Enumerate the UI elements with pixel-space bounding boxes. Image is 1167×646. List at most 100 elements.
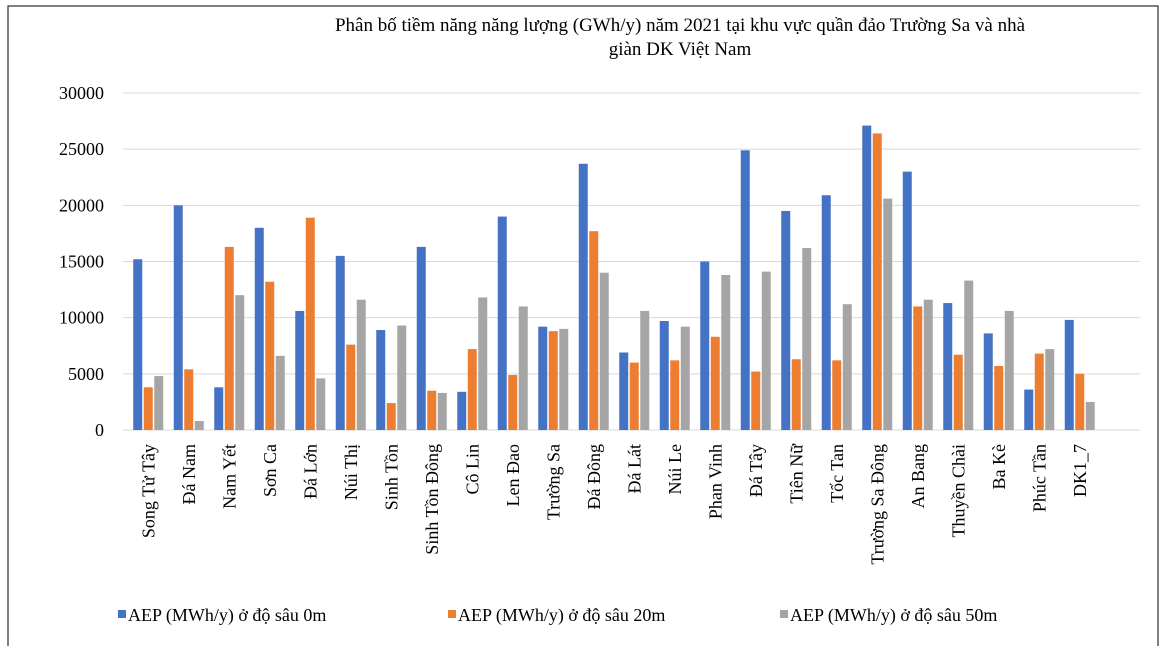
x-tick-label: Đá Lát (624, 444, 644, 493)
bar (316, 378, 326, 430)
bar (710, 336, 720, 430)
bar (589, 231, 599, 430)
x-tick-label: Tốc Tan (827, 444, 847, 503)
bar (427, 390, 437, 430)
x-tick-label: Song Tử Tây (138, 444, 158, 538)
bar (740, 150, 750, 431)
bar (842, 304, 852, 430)
x-tick-label: Phúc Tần (1029, 444, 1049, 512)
bar (883, 198, 893, 430)
bar (721, 274, 731, 430)
x-tick-label: Đá Nam (179, 444, 199, 504)
bar (143, 387, 153, 430)
y-tick-label: 15000 (59, 252, 104, 272)
x-tick-label: Trường Sa (543, 444, 563, 520)
bar (1024, 389, 1034, 430)
legend-marker (780, 610, 788, 618)
bar (640, 310, 650, 430)
bar (1075, 373, 1085, 430)
bar (457, 391, 467, 430)
bar (1034, 353, 1044, 430)
bar (518, 306, 528, 430)
legend-label: AEP (MWh/y) ở độ sâu 50m (790, 605, 997, 626)
bar (416, 246, 426, 430)
bar (791, 359, 801, 430)
x-tick-label: Thuyền Chài (948, 444, 968, 537)
x-tick-label: Đá Đông (584, 444, 604, 510)
bar (295, 310, 305, 430)
bar (335, 255, 345, 430)
bar (184, 369, 194, 430)
bar (761, 271, 771, 430)
legend-label: AEP (MWh/y) ở độ sâu 20m (458, 605, 665, 626)
bar (467, 349, 477, 430)
bar (659, 321, 669, 430)
bar (538, 326, 548, 430)
bar (943, 303, 953, 430)
bar (902, 171, 912, 430)
x-tick-label: An Bang (908, 444, 928, 509)
x-tick-label: Núi Le (665, 444, 685, 494)
bar (964, 280, 974, 430)
bar (173, 205, 183, 430)
bar (1045, 349, 1055, 430)
bar (862, 125, 872, 431)
bar (194, 421, 204, 430)
bar (548, 331, 558, 430)
x-tick-label: Tiên Nữ (786, 443, 806, 504)
bar (497, 216, 507, 430)
x-tick-label: Đá Lớn (300, 444, 320, 499)
bar (994, 365, 1004, 430)
x-tick-label: DK1_7 (1070, 444, 1090, 497)
x-tick-label: Sơn Ca (260, 444, 280, 497)
x-tick-label: Nam Yết (219, 444, 239, 509)
bar (700, 261, 710, 430)
y-tick-label: 20000 (59, 195, 104, 215)
x-tick-label: Sinh Tồn Đông (422, 444, 442, 555)
x-tick-label: Trường Sa Đông (867, 444, 887, 565)
bar (356, 299, 366, 430)
bar (224, 246, 234, 430)
bar (913, 306, 923, 430)
bar (478, 297, 488, 430)
bar (923, 299, 933, 430)
bar (629, 362, 639, 430)
bar (254, 227, 264, 430)
bar (578, 163, 588, 430)
legend-marker (118, 610, 126, 618)
bar (386, 403, 396, 430)
bar (832, 360, 842, 430)
x-tick-label: Phan Vinh (705, 444, 725, 519)
chart-title: Phân bố tiềm năng năng lượng (GWh/y) năm… (334, 15, 1026, 60)
bar (508, 374, 518, 430)
bar (953, 354, 963, 430)
y-tick-label: 0 (95, 420, 104, 440)
y-tick-label: 10000 (59, 308, 104, 328)
bar (670, 360, 680, 430)
bar (1064, 319, 1074, 430)
bar (214, 387, 224, 430)
chart-border (7, 5, 1159, 646)
bar (821, 195, 831, 430)
x-tick-label: Đá Tây (746, 444, 766, 497)
bar (1004, 310, 1014, 430)
bar (751, 371, 761, 430)
bar (872, 133, 882, 430)
bar (599, 272, 609, 430)
y-tick-label: 5000 (68, 364, 104, 384)
bar (305, 217, 315, 430)
bar (154, 376, 164, 430)
legend-label: AEP (MWh/y) ở độ sâu 0m (128, 605, 326, 626)
bar (983, 333, 993, 430)
y-tick-label: 25000 (59, 139, 104, 159)
bar (265, 281, 275, 430)
x-tick-label: Cô Lin (462, 444, 482, 495)
bar (559, 328, 569, 430)
bar (619, 352, 629, 430)
x-tick-label: Núi Thị (341, 444, 361, 500)
x-tick-label: Sinh Tồn (381, 444, 401, 510)
bar (680, 326, 690, 430)
bar (802, 248, 812, 430)
